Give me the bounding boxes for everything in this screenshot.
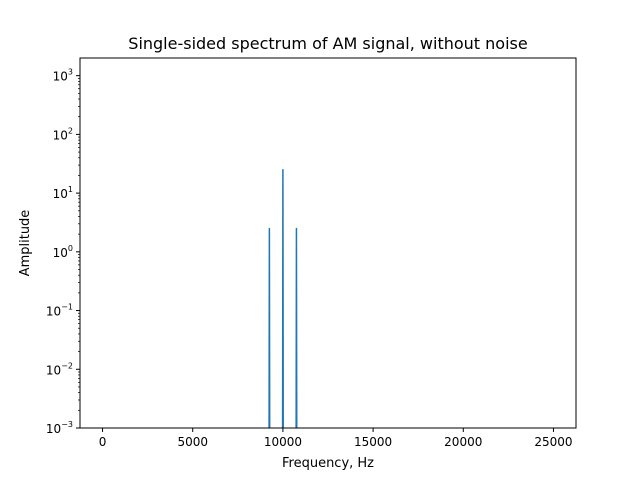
y-tick-base: 10 [46, 363, 61, 377]
y-tick-base: 10 [53, 246, 68, 260]
y-tick-base: 10 [46, 305, 61, 319]
y-tick-exponent: −3 [61, 420, 73, 429]
y-tick-label: 10−2 [46, 361, 73, 377]
y-tick-label: 103 [53, 68, 73, 84]
y-tick-label: 10−3 [46, 420, 73, 436]
y-tick-exponent: 0 [68, 244, 73, 253]
y-tick-base: 10 [46, 422, 61, 436]
y-tick-exponent: −2 [61, 361, 73, 370]
chart-title: Single-sided spectrum of AM signal, with… [128, 34, 527, 53]
y-tick-exponent: 2 [68, 126, 73, 135]
y-tick-label: 10−1 [46, 303, 73, 319]
y-tick-label: 102 [53, 126, 73, 142]
x-tick-label: 10000 [264, 435, 302, 449]
y-tick-exponent: 3 [68, 68, 73, 77]
x-tick-label: 20000 [444, 435, 482, 449]
x-tick-label: 25000 [534, 435, 572, 449]
x-tick-label: 5000 [177, 435, 208, 449]
y-tick-label: 100 [53, 244, 73, 260]
y-tick-base: 10 [53, 187, 68, 201]
y-tick-exponent: 1 [68, 185, 73, 194]
x-axis-label: Frequency, Hz [282, 456, 374, 471]
y-tick-base: 10 [53, 128, 68, 142]
y-tick-base: 10 [53, 70, 68, 84]
x-tick-label: 15000 [354, 435, 392, 449]
y-axis-label: Amplitude [18, 210, 33, 277]
series-layer [268, 169, 298, 428]
y-tick-exponent: −1 [61, 303, 73, 312]
plot-frame [79, 57, 577, 429]
x-tick-label: 0 [99, 435, 107, 449]
y-tick-label: 101 [53, 185, 73, 201]
x-axis: 0 5000 10000 15000 20000 25000 [99, 428, 573, 449]
spectrum-line [268, 169, 298, 428]
